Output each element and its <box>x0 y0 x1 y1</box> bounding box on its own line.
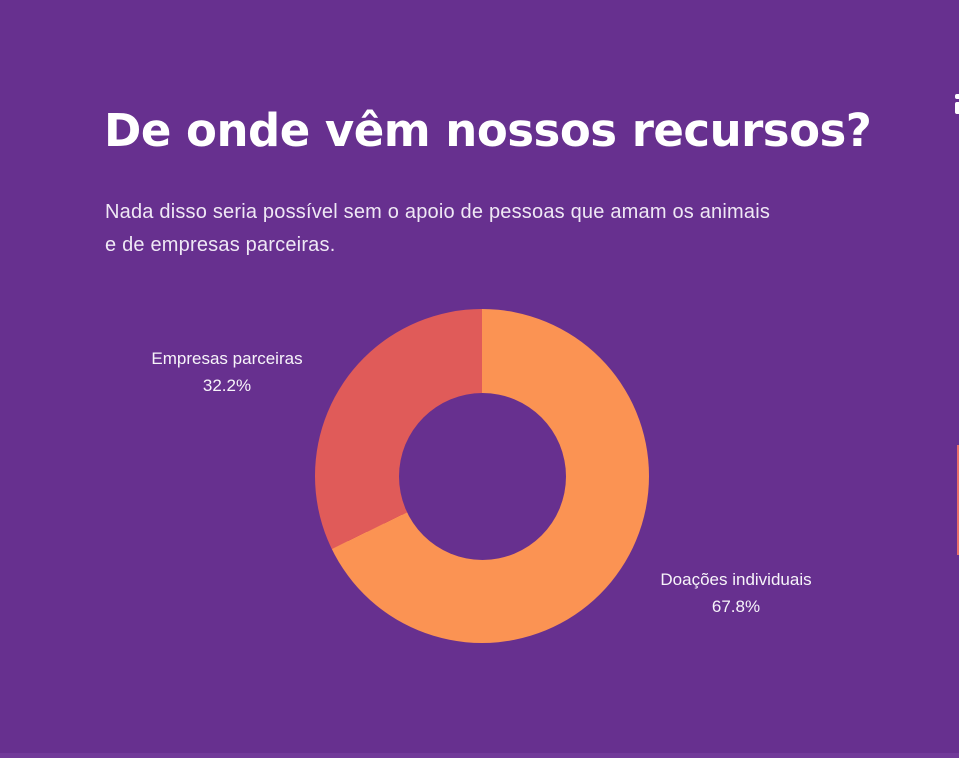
slice-label-name: Doações individuais <box>660 570 812 589</box>
edge-neighbor-shape-fragment <box>957 445 959 555</box>
page-title: De onde vêm nossos recursos? <box>104 104 872 157</box>
slice-label-percentage: 67.8% <box>711 597 761 616</box>
slice-label-doacoes-individuais: Doações individuais 67.8% <box>616 566 856 620</box>
page-subtitle: Nada disso seria possível sem o apoio de… <box>105 196 905 262</box>
slice-label-name: Empresas parceiras <box>151 349 303 368</box>
donut-hole <box>398 392 566 560</box>
edge-text-fragment-dot <box>955 94 959 99</box>
canvas-bottom-edge <box>0 753 959 758</box>
slice-label-percentage: 32.2% <box>202 376 252 395</box>
page-subtitle-line-2: e de empresas parceiras. <box>105 234 336 256</box>
donut-chart <box>315 309 649 643</box>
page-subtitle-line-1: Nada disso seria possível sem o apoio de… <box>105 201 771 223</box>
slice-label-empresas-parceiras: Empresas parceiras 32.2% <box>107 345 347 399</box>
edge-text-fragment-bar <box>955 102 959 114</box>
